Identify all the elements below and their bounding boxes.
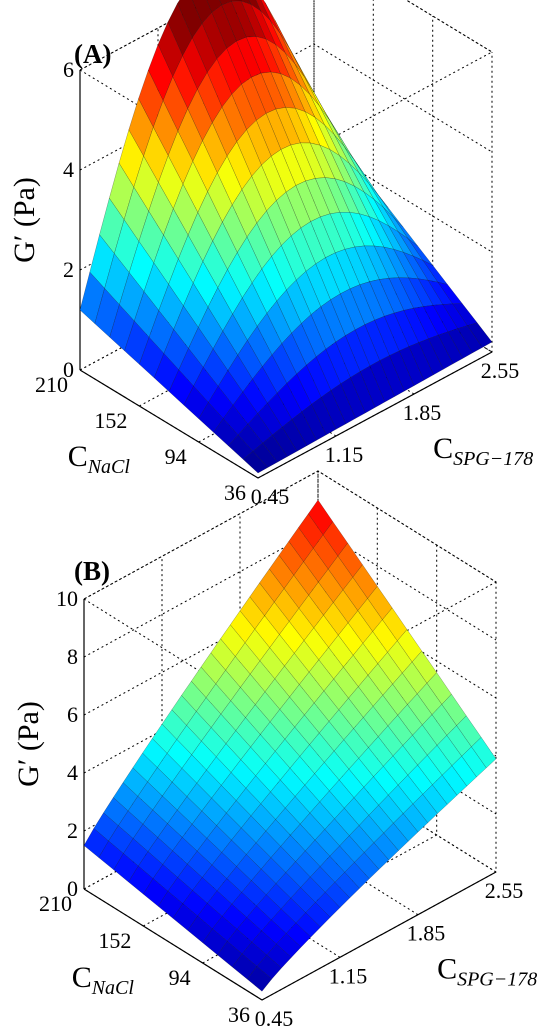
y-gridline [202, 545, 438, 964]
z-tick-label: 0 [63, 357, 74, 382]
z-tick-label: 4 [63, 157, 74, 182]
x-tick-label: 0.45 [255, 1006, 294, 1031]
surface-patch [242, 451, 269, 474]
surface-patch [246, 966, 273, 992]
y-axis-label-sub: NaCl [91, 977, 135, 999]
top-frame [83, 470, 497, 711]
x-tick-label: 2.55 [481, 358, 520, 383]
tick-labels: 0 2 4 6 8 10 0.45 1.15 1.85 2.55 36 94 152 210 [39, 586, 523, 1031]
axes [79, 70, 493, 479]
x-axis-label-sub: SPG−178 [453, 448, 533, 470]
y-tick-label: 36 [224, 480, 246, 505]
y-axis-label: CNaCl [68, 440, 131, 478]
z-tick-label: 4 [67, 760, 78, 785]
y-tick-label: 210 [35, 372, 68, 397]
y-tick-label: 94 [169, 965, 191, 990]
panel-a: 0 2 4 6 0.45 1.15 1.85 2.55 36 94 152 210 (A) G′ (Pa)… [8, 0, 533, 509]
y-axis-label-main: C [72, 961, 92, 994]
axes [83, 599, 497, 1001]
z-axis-label: G′ (Pa) [8, 177, 41, 263]
y-tick-label: 36 [228, 1002, 250, 1027]
x-tick-label: 1.85 [407, 921, 446, 946]
y-tick-label: 152 [94, 408, 127, 433]
x-tick-label: 1.15 [329, 963, 368, 988]
x-axis-label-sub: SPG−178 [457, 969, 537, 991]
z-tick-label: 10 [56, 586, 78, 611]
z-tick-label: 2 [63, 257, 74, 282]
z-tick-label: 6 [67, 702, 78, 727]
y-axis-label: CNaCl [72, 961, 135, 999]
y-axis-label-main: C [68, 440, 88, 473]
z-tick-label: 6 [63, 57, 74, 82]
x-tick-label: 0.45 [251, 484, 290, 509]
x-tick-label: 1.85 [403, 400, 442, 425]
tick-labels: 0 2 4 6 0.45 1.15 1.85 2.55 36 94 152 210 [35, 57, 519, 509]
x-axis-label: CSPG−178 [437, 953, 537, 991]
panel-label: (A) [74, 39, 111, 69]
x-axis-label: CSPG−178 [433, 432, 533, 470]
z-tick-label: 2 [67, 818, 78, 843]
x-axis-label-main: C [433, 432, 453, 465]
x-tick-label: 1.15 [325, 442, 364, 467]
x-axis-line [257, 351, 493, 479]
surface [79, 0, 493, 474]
z-tick-label: 8 [67, 644, 78, 669]
y-tick-label: 94 [165, 444, 187, 469]
x-tick-label: 2.55 [485, 878, 524, 903]
z-tick-label: 0 [67, 876, 78, 901]
y-tick-label: 152 [98, 928, 131, 953]
y-axis-line [79, 369, 259, 479]
x-axis-label-main: C [437, 953, 457, 986]
y-axis-line [83, 888, 263, 1001]
y-axis-label-sub: NaCl [87, 456, 131, 478]
y-tick-label: 210 [39, 891, 72, 916]
surface [83, 499, 497, 992]
x-axis-line [261, 871, 497, 1001]
panel-b: 0 2 4 6 8 10 0.45 1.15 1.85 2.55 36 94 152 210 (B) G′ (… [12, 470, 537, 1031]
z-axis-label: G′ (Pa) [12, 701, 45, 787]
panel-label: (B) [74, 556, 110, 586]
